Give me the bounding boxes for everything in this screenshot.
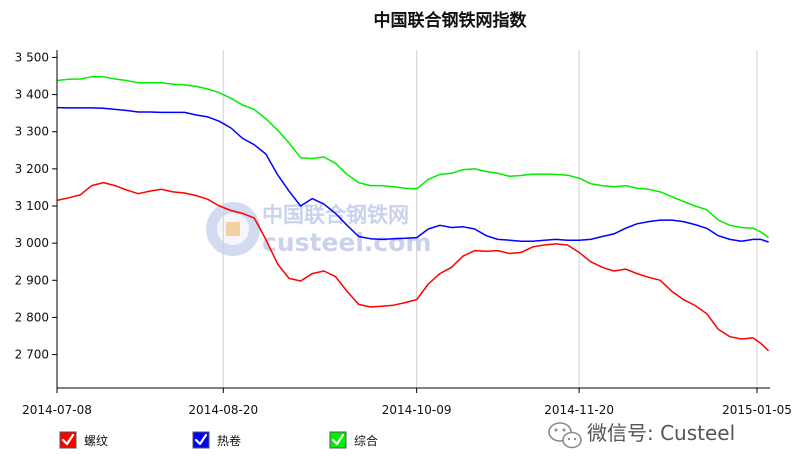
- legend-label: 综合: [354, 433, 378, 448]
- y-tick-label: 3 300: [15, 125, 49, 139]
- watermark-en-text: custeel.com: [262, 228, 431, 257]
- x-tick-label: 2014-07-08: [22, 403, 92, 417]
- legend-item-2: 热卷: [192, 431, 241, 449]
- legend-label: 螺纹: [84, 434, 108, 448]
- checkmark-icon: [61, 433, 75, 446]
- y-tick-label: 3 100: [15, 199, 49, 213]
- y-tick-label: 3 500: [15, 50, 49, 64]
- y-tick-label: 2 800: [15, 310, 49, 324]
- legend-label: 热卷: [217, 433, 241, 448]
- series-layer: [56, 75, 770, 352]
- x-tick-label: 2014-11-20: [544, 403, 614, 417]
- y-tick-label: 3 400: [15, 88, 49, 102]
- y-tick-label: 3 200: [15, 162, 49, 176]
- wechat-id-label: 微信号: Custeel: [587, 421, 735, 445]
- checkmark-icon: [194, 433, 208, 446]
- y-tick-label: 2 700: [15, 348, 49, 362]
- watermark: 中国联合钢铁网 custeel.com: [206, 202, 431, 257]
- watermark-cn-text: 中国联合钢铁网: [262, 203, 409, 227]
- series-line-3: [56, 75, 770, 239]
- x-tick-label: 2015-01-05: [722, 403, 792, 417]
- legend-item-3: 综合: [329, 431, 378, 449]
- axes: 2 700 2 800 2 900 3 000 3 100 3 200 3 300 3 400…: [15, 50, 792, 417]
- chart-title: 中国联合钢铁网指数: [374, 10, 528, 31]
- wechat-icon: [548, 422, 582, 449]
- legend: 螺纹 热卷 综合: [59, 431, 378, 449]
- series-line-1: [56, 181, 770, 352]
- x-tick-label: 2014-08-20: [188, 403, 258, 417]
- y-tick-label: 3 000: [15, 236, 49, 250]
- checkmark-icon: [331, 433, 345, 446]
- wechat-badge: 微信号: Custeel: [548, 421, 735, 449]
- y-tick-label: 2 900: [15, 273, 49, 287]
- series-line-2: [56, 106, 769, 243]
- x-tick-label: 2014-10-09: [382, 403, 452, 417]
- legend-item-1: 螺纹: [59, 431, 108, 449]
